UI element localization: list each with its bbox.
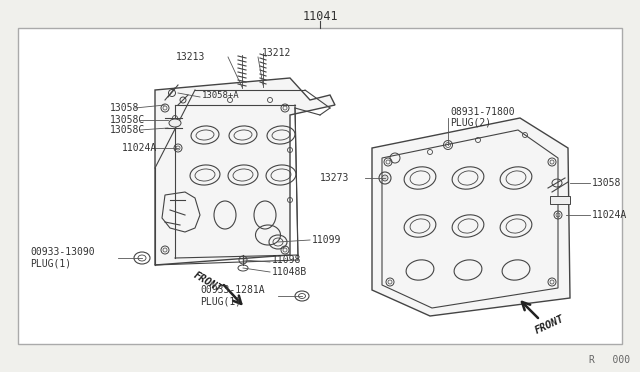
Text: 13058: 13058 (110, 103, 140, 113)
Text: 13273: 13273 (320, 173, 349, 183)
Text: FRONT: FRONT (192, 270, 224, 294)
Text: R   000: R 000 (589, 355, 630, 365)
Ellipse shape (382, 175, 388, 181)
Text: 13213: 13213 (175, 52, 205, 62)
Text: PLUG(1): PLUG(1) (30, 259, 71, 269)
Text: 11099: 11099 (312, 235, 341, 245)
Text: 13058: 13058 (592, 178, 621, 188)
Polygon shape (155, 78, 335, 265)
Text: 11024A: 11024A (592, 210, 627, 220)
Text: 13212: 13212 (262, 48, 291, 58)
Text: 13058C: 13058C (110, 115, 145, 125)
Text: 13058+A: 13058+A (202, 90, 239, 99)
Text: 08931-71800: 08931-71800 (450, 107, 515, 117)
Text: 11048B: 11048B (272, 267, 307, 277)
Text: 11024A: 11024A (122, 143, 157, 153)
Bar (550, 196, 570, 204)
Text: 00933-13090: 00933-13090 (30, 247, 95, 257)
Polygon shape (372, 118, 570, 316)
Ellipse shape (169, 119, 181, 127)
Text: 13058C: 13058C (110, 125, 145, 135)
Text: 00933-1281A: 00933-1281A (200, 285, 264, 295)
Bar (18, 28, 622, 344)
Text: PLUG(2): PLUG(2) (450, 117, 491, 127)
Text: 11041: 11041 (302, 10, 338, 22)
Text: FRONT: FRONT (534, 314, 566, 336)
Text: PLUG(1): PLUG(1) (200, 297, 241, 307)
Text: 11098: 11098 (272, 255, 301, 265)
